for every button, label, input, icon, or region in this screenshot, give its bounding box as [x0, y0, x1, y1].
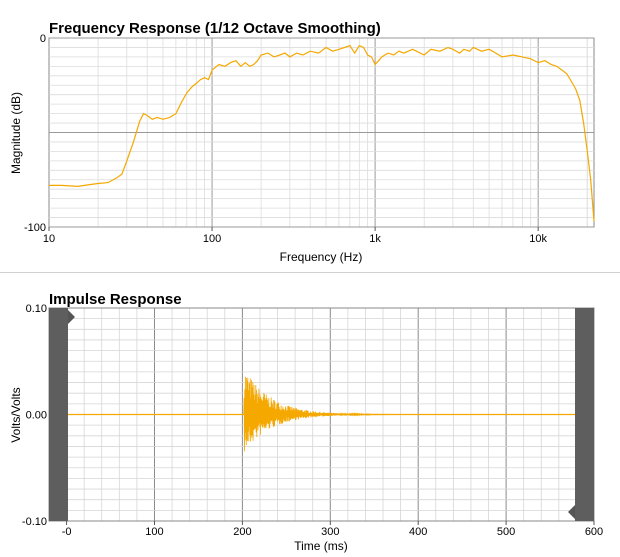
freq-x-axis-label: Frequency (Hz)	[280, 250, 363, 264]
impulse-x-axis-label: Time (ms)	[294, 539, 348, 553]
freq-response-line	[49, 44, 595, 222]
impulse-window-markers	[49, 308, 594, 521]
frequency-response-panel: Frequency Response (1/12 Octave Smoothin…	[9, 20, 595, 264]
freq-x-tick-label: 10k	[529, 233, 547, 245]
left-window-handle-icon[interactable]	[68, 310, 75, 324]
impulse-x-tick-label: 400	[409, 526, 427, 538]
impulse-response-line	[49, 376, 595, 452]
right-window-handle-icon[interactable]	[568, 505, 575, 519]
impulse-x-tick-label: 300	[321, 526, 339, 538]
freq-y-axis-label: Magnitude (dB)	[9, 92, 23, 174]
impulse-y-tick-label: -0.10	[22, 516, 47, 528]
impulse-x-tick-label: 100	[145, 526, 163, 538]
freq-grid	[49, 37, 594, 228]
impulse-x-ticks: -0 100 200 300 400 500 600	[62, 521, 603, 538]
impulse-response-panel: Impulse Response -0 100 200 300 400 500 600 0.…	[9, 291, 603, 553]
impulse-y-tick-label: 0.00	[26, 410, 47, 422]
impulse-x-tick-label: 600	[585, 526, 603, 538]
left-window-marker[interactable]	[49, 308, 68, 521]
freq-x-tick-label: 1k	[369, 233, 381, 245]
impulse-title: Impulse Response	[49, 291, 182, 308]
impulse-x-tick-label: -0	[62, 526, 72, 538]
freq-y-tick-label: -100	[24, 222, 46, 234]
freq-x-tick-label: 100	[203, 233, 221, 245]
impulse-y-ticks: 0.10 0.00 -0.10	[22, 303, 47, 528]
freq-title: Frequency Response (1/12 Octave Smoothin…	[49, 20, 381, 37]
impulse-y-axis-label: Volts/Volts	[9, 387, 23, 442]
freq-y-tick-label: 0	[40, 33, 46, 45]
right-window-marker[interactable]	[575, 308, 594, 521]
impulse-x-tick-label: 200	[233, 526, 251, 538]
impulse-x-tick-label: 500	[497, 526, 515, 538]
impulse-y-tick-label: 0.10	[26, 303, 47, 315]
freq-x-ticks: 10 100 1k 10k	[43, 227, 548, 245]
freq-x-tick-label: 10	[43, 233, 55, 245]
freq-y-ticks: 0 -100	[24, 33, 46, 234]
